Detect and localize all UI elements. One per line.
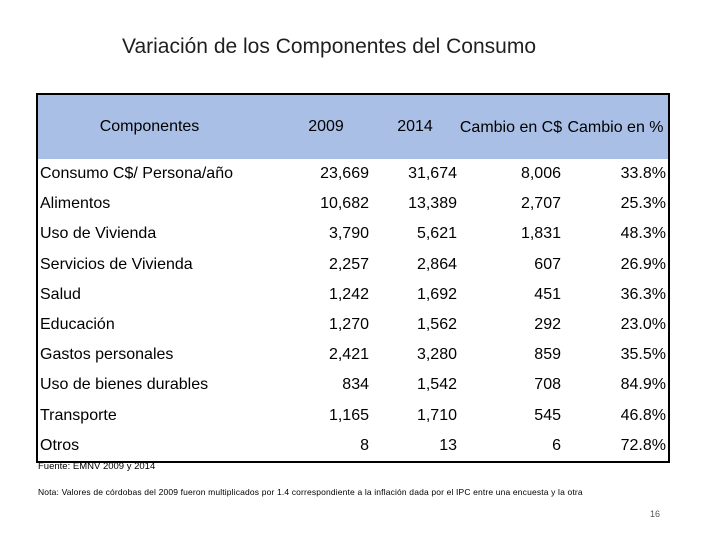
row-2009: 2,257: [328, 255, 369, 273]
row-change-abs: 292: [534, 316, 561, 334]
row-change-abs: 451: [534, 285, 561, 303]
header-change-abs: Cambio en C$: [459, 93, 563, 159]
table-row: Consumo C$/ Persona/año 23,669 31,674 8,…: [36, 159, 670, 190]
row-name: Otros: [36, 430, 281, 463]
row-change-abs: 6: [459, 430, 563, 463]
row-change-abs: 708: [534, 376, 561, 394]
row-change-pct: 33.8%: [563, 159, 670, 190]
table-row: Uso de bienes durables 834 1,542 708 84.…: [36, 370, 670, 401]
footnote: Nota: Valores de córdobas del 2009 fuero…: [38, 487, 583, 497]
row-change-abs: 545: [534, 406, 561, 424]
row-name: Servicios de Vivienda: [36, 249, 281, 280]
row-change-pct: 26.9%: [563, 249, 670, 280]
table-row: Servicios de Vivienda 2,257 2,864 607 26…: [36, 249, 670, 280]
row-change-pct: 48.3%: [563, 219, 670, 250]
row-2014: 13,389: [408, 195, 457, 213]
consumption-components-table: Componentes 2009 2014 Cambio en C$ Cambi…: [36, 93, 670, 463]
row-change-pct: 46.8%: [563, 400, 670, 431]
row-2009: 2,421: [328, 346, 369, 364]
row-2009: 8: [281, 430, 371, 463]
table-row: Otros 8 13 6 72.8%: [36, 430, 670, 463]
row-name: Uso de bienes durables: [36, 370, 281, 401]
row-2009: 1,165: [328, 406, 369, 424]
row-2014: 1,542: [416, 376, 457, 394]
row-2009: 834: [342, 376, 369, 394]
row-name: Gastos personales: [36, 340, 281, 371]
row-2009: 3,790: [328, 225, 369, 243]
header-change-pct: Cambio en %: [563, 93, 670, 159]
row-change-pct: 84.9%: [563, 370, 670, 401]
row-name: Salud: [36, 279, 281, 310]
row-2009: 1,242: [328, 285, 369, 303]
row-change-abs: 8,006: [520, 165, 561, 183]
table-header-row: Componentes 2009 2014 Cambio en C$ Cambi…: [36, 93, 670, 159]
row-2014: 1,692: [416, 285, 457, 303]
row-name: Educación: [36, 309, 281, 341]
row-change-pct: 36.3%: [563, 279, 670, 310]
header-components: Componentes: [36, 93, 281, 159]
row-2014: 1,710: [416, 406, 457, 424]
table-row: Gastos personales 2,421 3,280 859 35.5%: [36, 340, 670, 371]
table-row: Uso de Vivienda 3,790 5,621 1,831 48.3%: [36, 219, 670, 250]
row-name: Transporte: [36, 400, 281, 431]
row-name: Alimentos: [36, 189, 281, 220]
row-2014: 3,280: [416, 346, 457, 364]
table-row: Educación 1,270 1,562 292 23.0%: [36, 309, 670, 341]
row-change-pct: 23.0%: [563, 309, 670, 341]
row-2014: 5,621: [416, 225, 457, 243]
row-2009: 10,682: [320, 195, 369, 213]
row-2014: 31,674: [408, 165, 457, 183]
row-2014: 2,864: [416, 255, 457, 273]
table-row: Transporte 1,165 1,710 545 46.8%: [36, 400, 670, 431]
table-row: Alimentos 10,682 13,389 2,707 25.3%: [36, 189, 670, 220]
row-2014: 1,562: [416, 316, 457, 334]
row-name: Consumo C$/ Persona/año: [36, 159, 281, 190]
table-row: Salud 1,242 1,692 451 36.3%: [36, 279, 670, 310]
row-change-abs: 607: [534, 255, 561, 273]
row-change-abs: 1,831: [520, 225, 561, 243]
header-2009: 2009: [281, 93, 371, 159]
row-change-pct: 35.5%: [563, 340, 670, 371]
source-note: Fuente: EMNV 2009 y 2014: [38, 461, 156, 472]
row-change-pct: 72.8%: [563, 430, 670, 463]
page-number: 16: [650, 509, 661, 519]
row-2009: 23,669: [320, 165, 369, 183]
row-change-abs: 859: [534, 346, 561, 364]
row-2014: 13: [371, 430, 459, 463]
row-change-abs: 2,707: [520, 195, 561, 213]
header-2014: 2014: [371, 93, 459, 159]
row-2009: 1,270: [328, 316, 369, 334]
page-title: Variación de los Componentes del Consumo: [122, 35, 537, 58]
row-change-pct: 25.3%: [563, 189, 670, 220]
row-name: Uso de Vivienda: [36, 219, 281, 250]
